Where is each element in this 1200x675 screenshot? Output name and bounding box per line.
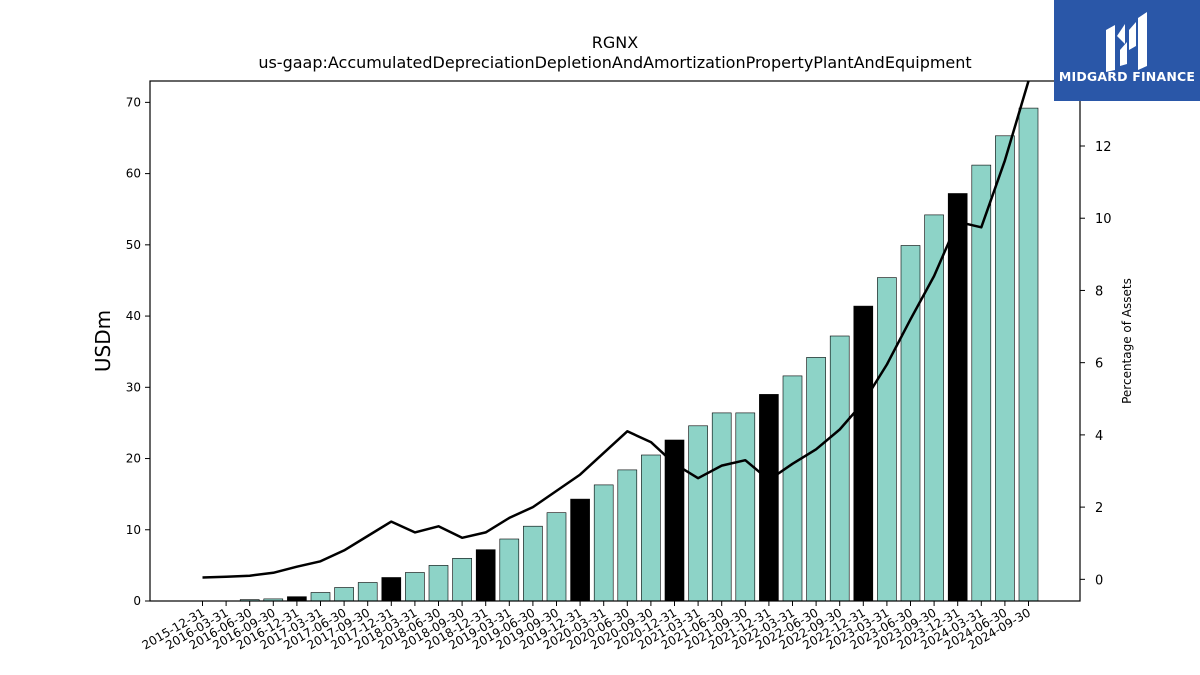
bar (546, 512, 567, 602)
bar (405, 572, 425, 602)
y2-axis-label: Percentage of Assets (1120, 278, 1134, 404)
bar (829, 335, 850, 602)
bar (570, 498, 590, 602)
bar (971, 164, 992, 602)
bar (334, 587, 354, 602)
bar (853, 305, 874, 602)
bar (735, 412, 756, 602)
bar (428, 565, 449, 602)
bar (782, 375, 803, 602)
y2-tick-label: 2 (1095, 501, 1103, 516)
y-tick-label: 60 (126, 167, 141, 181)
y-tick-label: 70 (126, 95, 141, 109)
bar (523, 525, 543, 602)
percentage-line (202, 80, 1030, 579)
y-axis-label: USDm (91, 310, 115, 372)
bar (499, 538, 520, 602)
y2-tick-label: 4 (1095, 429, 1103, 444)
y2-tick-label: 12 (1095, 140, 1112, 155)
bar (877, 277, 897, 602)
bar (357, 582, 378, 602)
y-tick-label: 40 (126, 309, 141, 323)
logo: MIDGARD FINANCE (1054, 0, 1200, 101)
y2-tick-label: 10 (1095, 212, 1112, 227)
chart-subtitle: us-gaap:AccumulatedDepreciationDepletion… (258, 53, 972, 72)
logo-text: MIDGARD FINANCE (1058, 69, 1196, 84)
bar (593, 484, 614, 602)
y-tick-label: 10 (126, 523, 141, 537)
bar (381, 577, 402, 602)
y2-tick-label: 8 (1095, 284, 1103, 299)
bar (1018, 107, 1039, 602)
midgard-logo-icon (1106, 12, 1147, 72)
plot-frame (149, 80, 1081, 602)
y-tick-label: 0 (133, 594, 141, 608)
chart-title: RGNX (591, 33, 639, 52)
bar (617, 469, 638, 602)
bar (310, 592, 331, 602)
bar (287, 596, 307, 602)
y2-tick-label: 0 (1095, 573, 1103, 588)
y-tick-label: 20 (126, 452, 141, 466)
bar (995, 135, 1015, 602)
y-tick-label: 50 (126, 238, 141, 252)
bar (806, 357, 826, 602)
bar (924, 214, 944, 602)
bar (947, 193, 968, 602)
y2-tick-label: 6 (1095, 357, 1103, 372)
bar (759, 394, 779, 602)
bar (475, 549, 496, 602)
bar (452, 557, 472, 602)
bar (641, 454, 661, 602)
bar (711, 412, 732, 602)
y-tick-label: 30 (126, 380, 141, 394)
bar (688, 425, 708, 602)
bar (900, 245, 921, 602)
